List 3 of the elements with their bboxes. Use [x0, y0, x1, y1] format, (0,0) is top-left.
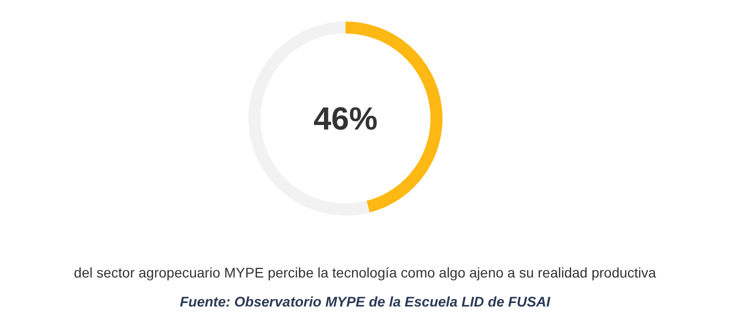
text: del sector agropecuario MYPE percibe la tecnología como algo ajeno a su realidad productiva: [74, 264, 656, 280]
source-note: Fuente: Observatorio MYPE de la Escuela LID de FUSAI: [180, 294, 552, 310]
data-label: 46%: [313, 100, 378, 136]
